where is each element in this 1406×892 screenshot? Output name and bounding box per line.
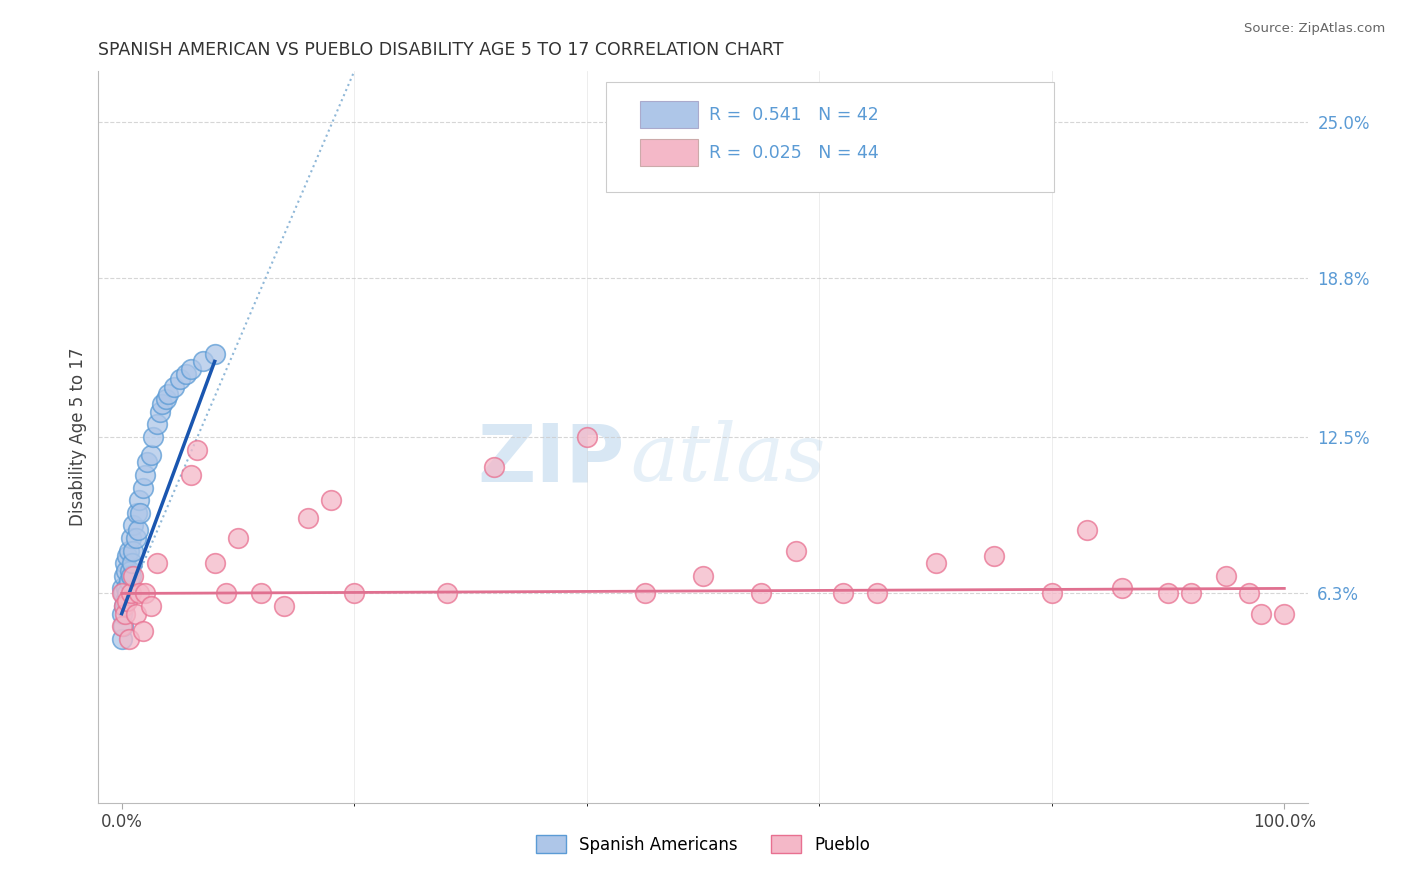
Point (297, 510, 319, 524)
Point (112, 599, 135, 613)
Point (118, 574, 141, 588)
Point (128, 493, 150, 508)
Point (114, 607, 136, 621)
Y-axis label: Disability Age 5 to 17: Disability Age 5 to 17 (69, 348, 87, 526)
Point (142, 430, 165, 444)
Point (163, 379, 186, 393)
Point (191, 354, 214, 368)
Point (785, 543, 807, 558)
Point (692, 569, 714, 583)
Point (145, 417, 167, 432)
Point (1040, 586, 1063, 600)
Point (111, 619, 134, 633)
Point (111, 607, 134, 621)
Point (131, 481, 153, 495)
Point (1215, 569, 1237, 583)
Text: R =  0.541   N = 42: R = 0.541 N = 42 (709, 105, 879, 123)
Point (250, 586, 273, 600)
Point (319, 493, 342, 508)
FancyBboxPatch shape (606, 82, 1053, 192)
Point (112, 599, 135, 613)
Text: atlas: atlas (630, 420, 825, 498)
Text: Source: ZipAtlas.com: Source: ZipAtlas.com (1244, 22, 1385, 36)
Point (831, 586, 853, 600)
Point (145, 556, 167, 570)
Point (111, 632, 134, 646)
Point (226, 531, 249, 545)
Point (120, 586, 142, 600)
FancyBboxPatch shape (640, 138, 699, 167)
Point (1111, 582, 1133, 596)
Point (112, 569, 135, 583)
Point (1157, 586, 1180, 600)
Point (482, 460, 505, 475)
Point (215, 586, 238, 600)
Point (1250, 607, 1272, 621)
Point (749, 586, 772, 600)
Text: SPANISH AMERICAN VS PUEBLO DISABILITY AGE 5 TO 17 CORRELATION CHART: SPANISH AMERICAN VS PUEBLO DISABILITY AG… (98, 41, 785, 59)
Point (114, 556, 136, 570)
Point (139, 599, 162, 613)
Point (149, 405, 172, 419)
Text: ZIP: ZIP (477, 420, 624, 498)
Point (174, 367, 197, 381)
Point (575, 430, 598, 444)
Point (134, 467, 156, 482)
Point (115, 564, 138, 578)
Point (634, 586, 657, 600)
Point (131, 624, 153, 639)
Point (204, 347, 226, 361)
Point (186, 442, 208, 457)
Text: R =  0.025   N = 44: R = 0.025 N = 44 (709, 144, 879, 161)
Point (124, 607, 146, 621)
Point (117, 586, 139, 600)
Point (118, 543, 141, 558)
Point (866, 586, 889, 600)
Point (121, 556, 143, 570)
Point (134, 586, 156, 600)
Point (128, 586, 150, 600)
Point (983, 549, 1005, 563)
Point (125, 506, 148, 520)
Point (117, 549, 139, 563)
Point (127, 524, 149, 538)
Point (1239, 586, 1261, 600)
Point (150, 397, 173, 411)
Point (139, 448, 162, 462)
Point (1180, 586, 1202, 600)
Point (1076, 524, 1098, 538)
Point (180, 362, 202, 376)
Point (120, 569, 142, 583)
Point (111, 582, 134, 596)
Point (111, 619, 134, 633)
Point (114, 594, 136, 608)
Point (117, 594, 139, 608)
Point (180, 467, 202, 482)
Point (111, 586, 134, 600)
Point (111, 586, 134, 600)
Point (169, 372, 191, 386)
Point (118, 564, 141, 578)
Point (115, 582, 138, 596)
Point (122, 543, 145, 558)
Point (124, 531, 146, 545)
Point (1272, 607, 1295, 621)
Point (924, 556, 946, 570)
Point (122, 569, 145, 583)
Legend: Spanish Americans, Pueblo: Spanish Americans, Pueblo (529, 829, 877, 860)
Point (120, 531, 142, 545)
Point (273, 599, 295, 613)
FancyBboxPatch shape (640, 101, 699, 128)
Point (155, 392, 177, 407)
Point (343, 586, 366, 600)
Point (136, 455, 159, 469)
Point (118, 632, 141, 646)
Point (157, 387, 180, 401)
Point (129, 506, 152, 520)
Point (204, 556, 226, 570)
Point (436, 586, 458, 600)
Point (122, 518, 145, 533)
